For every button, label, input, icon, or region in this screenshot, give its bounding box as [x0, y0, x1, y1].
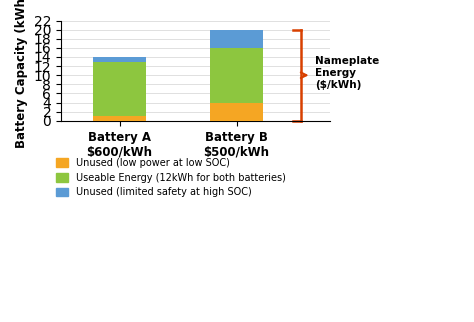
Bar — [210, 48, 263, 103]
Bar — [93, 116, 146, 121]
Bar — [93, 62, 146, 116]
Bar — [210, 30, 263, 48]
Legend: Unused (low power at low SOC), Useable Energy (12kWh for both batteries), Unused: Unused (low power at low SOC), Useable E… — [53, 154, 290, 201]
Bar — [93, 57, 146, 62]
Bar — [210, 103, 263, 121]
Y-axis label: Battery Capacity (kWh): Battery Capacity (kWh) — [15, 0, 28, 148]
Text: Nameplate
Energy
($/kWh): Nameplate Energy ($/kWh) — [315, 56, 379, 90]
